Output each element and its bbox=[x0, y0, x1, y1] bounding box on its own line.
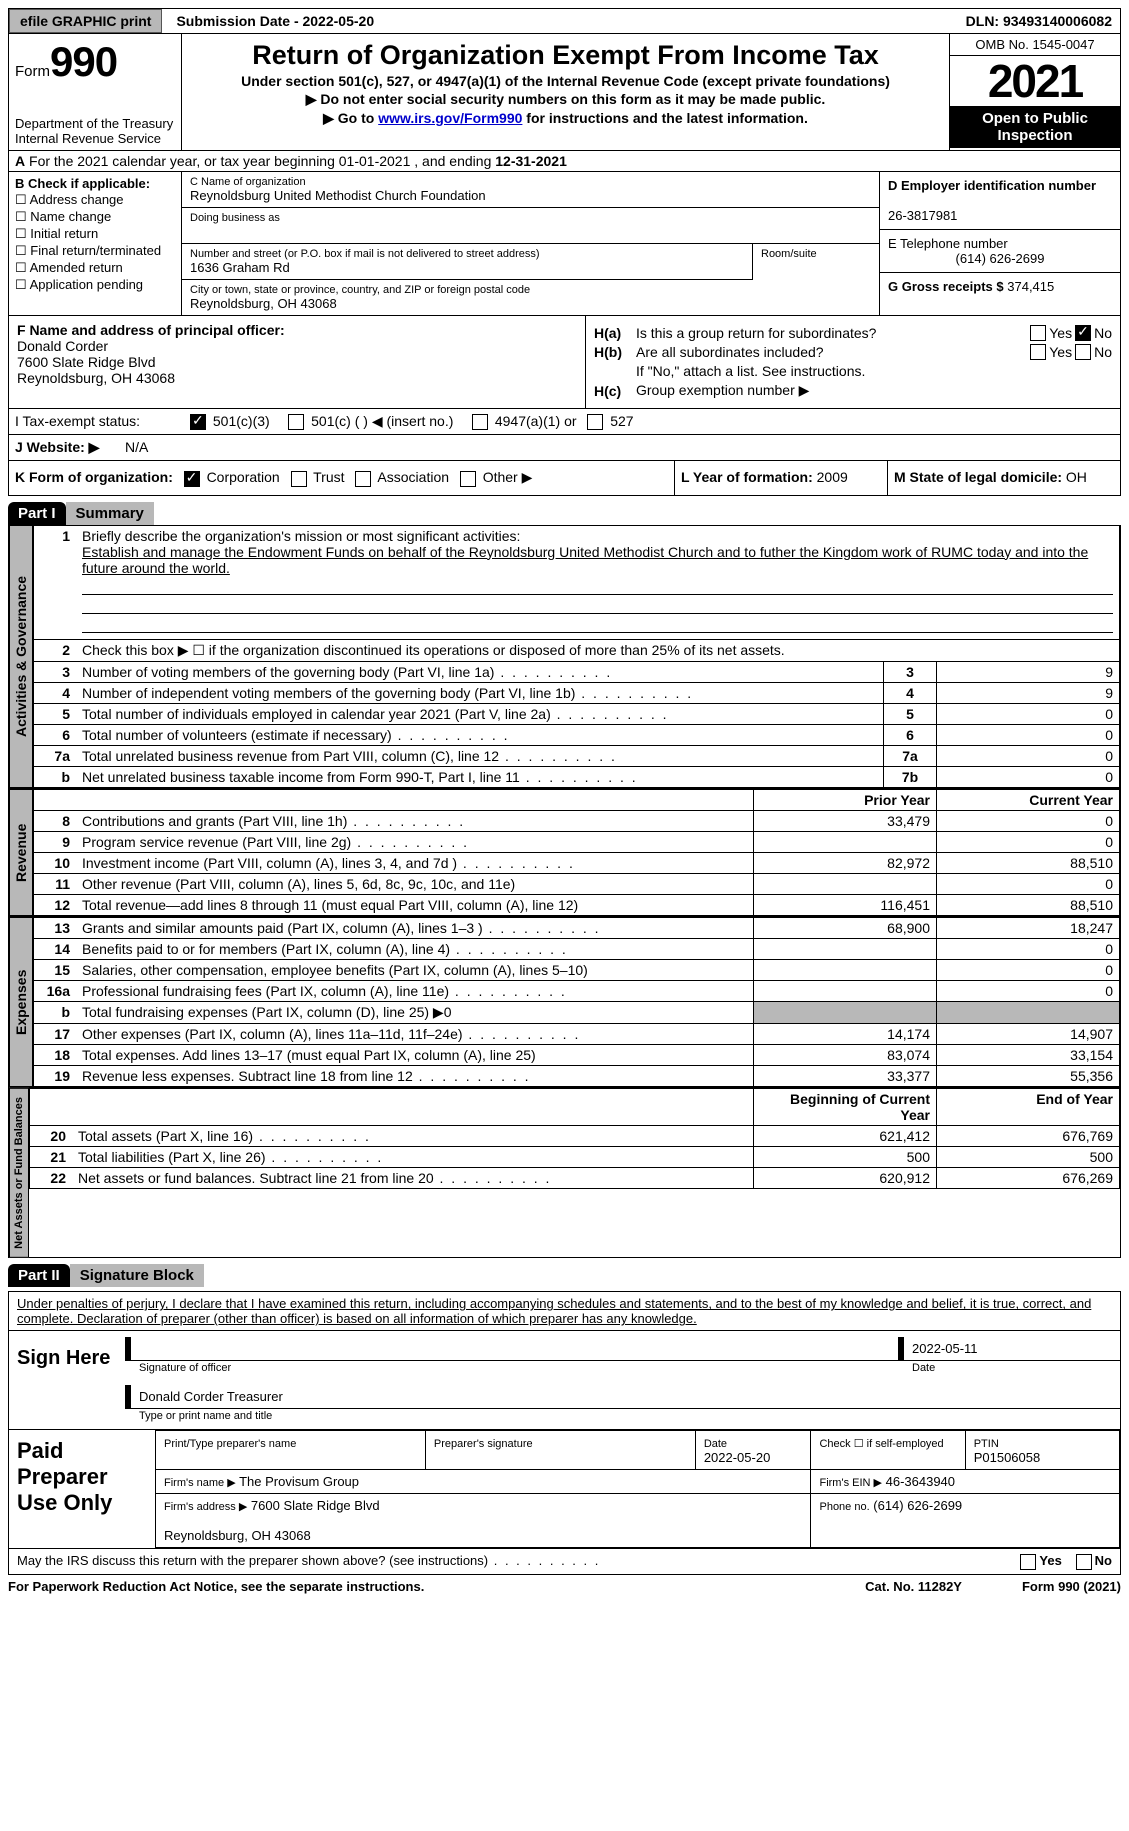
ein-value: 26-3817981 bbox=[888, 208, 957, 223]
tes-501c[interactable] bbox=[288, 414, 304, 430]
dba-label: Doing business as bbox=[190, 212, 871, 224]
paid-preparer-label: Paid Preparer Use Only bbox=[9, 1430, 155, 1548]
form-subtitle-3: Go to www.irs.gov/Form990 for instructio… bbox=[188, 110, 943, 127]
chk-initial-return[interactable]: ☐ Initial return bbox=[15, 226, 175, 242]
public-inspection: Open to Public Inspection bbox=[950, 106, 1120, 148]
year-formation: 2009 bbox=[817, 469, 848, 485]
officer-addr1: 7600 Slate Ridge Blvd bbox=[17, 354, 156, 370]
ha-no[interactable] bbox=[1075, 325, 1091, 341]
city-label: City or town, state or province, country… bbox=[190, 284, 871, 296]
hb-yes[interactable] bbox=[1030, 344, 1046, 360]
chk-amended-return[interactable]: ☐ Amended return bbox=[15, 260, 175, 276]
section-f-h: F Name and address of principal officer:… bbox=[8, 316, 1121, 409]
address: 1636 Graham Rd bbox=[190, 260, 290, 275]
firm-ein: 46-3643940 bbox=[886, 1474, 955, 1489]
irs-link[interactable]: www.irs.gov/Form990 bbox=[378, 110, 522, 126]
discuss-no[interactable] bbox=[1076, 1554, 1092, 1570]
part1-ag: Activities & Governance 1 Briefly descri… bbox=[8, 525, 1121, 789]
state-domicile: OH bbox=[1066, 469, 1087, 485]
discuss-row: May the IRS discuss this return with the… bbox=[9, 1548, 1120, 1574]
firm-name: The Provisum Group bbox=[239, 1474, 359, 1489]
part1-rev: Revenue Prior YearCurrent Year 8Contribu… bbox=[8, 789, 1121, 917]
tax-year: 2021 bbox=[950, 56, 1120, 106]
gross-receipts-label: G Gross receipts $ bbox=[888, 279, 1004, 294]
k-assoc[interactable] bbox=[355, 471, 371, 487]
gross-receipts-value: 374,415 bbox=[1007, 279, 1054, 294]
table-ag: 1 Briefly describe the organization's mi… bbox=[33, 525, 1120, 788]
tes-501c3[interactable] bbox=[190, 414, 206, 430]
part1-header: Part I Summary bbox=[8, 502, 1121, 525]
table-na: Beginning of Current YearEnd of Year 20T… bbox=[29, 1088, 1120, 1189]
part1-na: Net Assets or Fund Balances Beginning of… bbox=[8, 1088, 1121, 1259]
vtab-expenses: Expenses bbox=[9, 917, 33, 1087]
org-name: Reynoldsburg United Methodist Church Fou… bbox=[190, 188, 486, 203]
form-subtitle-1: Under section 501(c), 527, or 4947(a)(1)… bbox=[188, 73, 943, 89]
dept-treasury: Department of the Treasury bbox=[15, 116, 175, 131]
phone-label: E Telephone number bbox=[888, 236, 1008, 251]
pra-notice: For Paperwork Reduction Act Notice, see … bbox=[8, 1579, 424, 1594]
form-footer: Form 990 (2021) bbox=[1022, 1579, 1121, 1594]
irs-label: Internal Revenue Service bbox=[15, 131, 175, 146]
part1-exp: Expenses 13Grants and similar amounts pa… bbox=[8, 917, 1121, 1088]
table-rev: Prior YearCurrent Year 8Contributions an… bbox=[33, 789, 1120, 916]
main-info: B Check if applicable: ☐ Address change … bbox=[8, 172, 1121, 316]
vtab-net-assets: Net Assets or Fund Balances bbox=[9, 1088, 29, 1258]
form-label: Form bbox=[15, 63, 50, 80]
ein-label: D Employer identification number bbox=[888, 178, 1096, 193]
vtab-activities-governance: Activities & Governance bbox=[9, 525, 33, 788]
website-value: N/A bbox=[125, 439, 148, 456]
dln: DLN: 93493140006082 bbox=[958, 10, 1120, 32]
efile-button[interactable]: efile GRAPHIC print bbox=[9, 9, 162, 33]
part2-header: Part II Signature Block bbox=[8, 1264, 1121, 1287]
sig-date: 2022-05-11 bbox=[912, 1341, 978, 1356]
form-number: 990 bbox=[50, 38, 117, 85]
submission-date: Submission Date - 2022-05-20 bbox=[168, 10, 382, 32]
k-corp[interactable] bbox=[184, 471, 200, 487]
org-name-label: C Name of organization bbox=[190, 176, 871, 188]
city: Reynoldsburg, OH 43068 bbox=[190, 296, 337, 311]
officer-name: Donald Corder bbox=[17, 338, 108, 354]
topbar: efile GRAPHIC print Submission Date - 20… bbox=[8, 8, 1121, 34]
form-title: Return of Organization Exempt From Incom… bbox=[188, 40, 943, 71]
room-suite-label: Room/suite bbox=[753, 244, 879, 280]
dba-value bbox=[190, 224, 194, 239]
chk-address-change[interactable]: ☐ Address change bbox=[15, 192, 175, 208]
ptin: P01506058 bbox=[974, 1450, 1041, 1465]
hb-no[interactable] bbox=[1075, 344, 1091, 360]
officer-label: F Name and address of principal officer: bbox=[17, 322, 285, 338]
phone-value: (614) 626-2699 bbox=[888, 251, 1112, 266]
section-i: I Tax-exempt status: 501(c)(3) 501(c) ( … bbox=[8, 409, 1121, 435]
cat-no: Cat. No. 11282Y bbox=[865, 1579, 962, 1594]
row-a: A For the 2021 calendar year, or tax yea… bbox=[8, 151, 1121, 172]
sign-here-label: Sign Here bbox=[9, 1331, 125, 1429]
discuss-yes[interactable] bbox=[1020, 1554, 1036, 1570]
k-trust[interactable] bbox=[291, 471, 307, 487]
preparer-table: Print/Type preparer's name Preparer's si… bbox=[155, 1430, 1120, 1548]
header: Form990 Department of the Treasury Inter… bbox=[8, 34, 1121, 151]
section-j: J Website: ▶ N/A bbox=[8, 435, 1121, 461]
tes-527[interactable] bbox=[587, 414, 603, 430]
table-exp: 13Grants and similar amounts paid (Part … bbox=[33, 917, 1120, 1087]
section-b-label: B Check if applicable: bbox=[15, 176, 150, 191]
k-other[interactable] bbox=[460, 471, 476, 487]
vtab-revenue: Revenue bbox=[9, 789, 33, 916]
prep-phone: (614) 626-2699 bbox=[873, 1498, 962, 1513]
form-subtitle-2: Do not enter social security numbers on … bbox=[188, 91, 943, 108]
chk-name-change[interactable]: ☐ Name change bbox=[15, 209, 175, 225]
chk-application-pending[interactable]: ☐ Application pending bbox=[15, 277, 175, 293]
footer: For Paperwork Reduction Act Notice, see … bbox=[8, 1575, 1121, 1598]
officer-printed: Donald Corder Treasurer bbox=[139, 1389, 283, 1404]
officer-addr2: Reynoldsburg, OH 43068 bbox=[17, 370, 175, 386]
omb-number: OMB No. 1545-0047 bbox=[950, 34, 1120, 56]
address-label: Number and street (or P.O. box if mail i… bbox=[190, 248, 744, 260]
signature-block: Under penalties of perjury, I declare th… bbox=[8, 1291, 1121, 1575]
ha-yes[interactable] bbox=[1030, 325, 1046, 341]
declaration-text: Under penalties of perjury, I declare th… bbox=[9, 1292, 1120, 1330]
mission-text: Establish and manage the Endowment Funds… bbox=[82, 544, 1088, 576]
tes-4947[interactable] bbox=[472, 414, 488, 430]
section-k: K Form of organization: Corporation Trus… bbox=[8, 461, 1121, 495]
chk-final-return[interactable]: ☐ Final return/terminated bbox=[15, 243, 175, 259]
